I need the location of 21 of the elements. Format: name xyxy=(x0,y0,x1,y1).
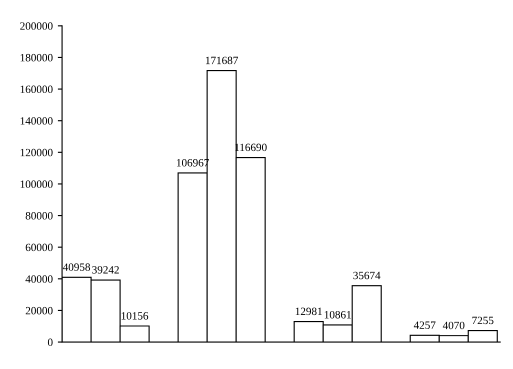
y-tick-label: 160000 xyxy=(20,86,53,94)
data-label: 35674 xyxy=(353,272,380,280)
data-label: 4070 xyxy=(442,322,464,330)
data-label: 39242 xyxy=(92,266,119,274)
y-tick-label: 100000 xyxy=(20,180,53,188)
y-tick-label: 60000 xyxy=(26,244,53,252)
data-label: 12981 xyxy=(296,308,322,316)
y-tick-label: 200000 xyxy=(20,22,53,30)
data-label: 4257 xyxy=(414,321,436,329)
y-tick-label: 40000 xyxy=(25,275,53,283)
data-label: 40958 xyxy=(62,263,90,271)
y-tick-label: 140000 xyxy=(20,117,53,125)
y-tick-label: 80000 xyxy=(26,212,53,220)
data-label: 171687 xyxy=(206,56,238,64)
y-tick-label: 180000 xyxy=(20,54,53,62)
data-label: 10861 xyxy=(324,310,351,318)
y-tick-label: 120000 xyxy=(20,148,53,156)
data-label: 7255 xyxy=(472,316,494,324)
y-tick-label: 20000 xyxy=(26,306,53,314)
y-tick-label: 0 xyxy=(48,338,53,346)
data-label: 10156 xyxy=(122,312,148,320)
